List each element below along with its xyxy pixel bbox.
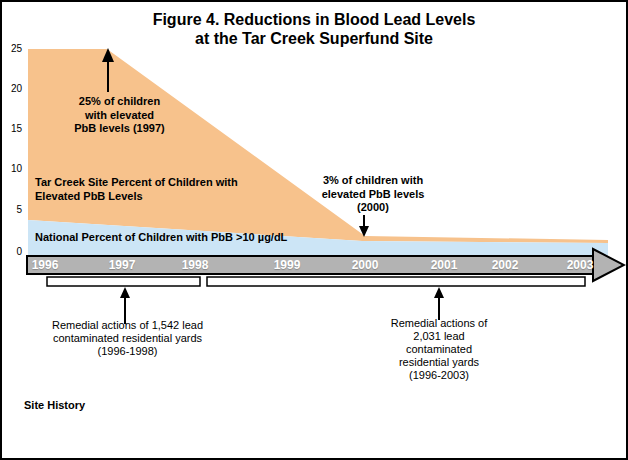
bracket-1996-1998 (47, 277, 200, 286)
annotation-peak-line2: with elevated (57, 109, 182, 123)
site-history-label: Site History (24, 399, 85, 411)
national-series-label: National Percent of Children with PbB >1… (35, 230, 355, 244)
timeline-year-1998: 1998 (167, 258, 223, 273)
timeline-year-2000: 2000 (337, 258, 393, 273)
annotation-remedial-2-line4: residential yards (379, 356, 499, 369)
annotation-remedial-1-line2: contaminated residential yards (30, 332, 225, 345)
annotation-peak-line1: 25% of children (57, 95, 182, 109)
annotation-peak: 25% of children with elevated PbB levels… (57, 95, 182, 136)
timeline-year-1996: 1996 (17, 258, 73, 273)
timeline-year-1999: 1999 (259, 258, 315, 273)
annotation-remedial-2: Remedial actions of 2,031 lead contamina… (379, 317, 499, 382)
figure-canvas: Figure 4. Reductions in Blood Lead Level… (0, 0, 628, 460)
national-series-label-line1: National Percent of Children with PbB >1… (35, 230, 355, 244)
timeline-year-2001: 2001 (416, 258, 472, 273)
annotation-remedial-2-line5: (1996-2003) (379, 369, 499, 382)
annotation-remedial-1-line1: Remedial actions of 1,542 lead (30, 319, 225, 332)
timeline-year-1997: 1997 (94, 258, 150, 273)
remedial1-arrow-head (120, 287, 130, 298)
y-tick-20: 20 (2, 84, 22, 94)
y-tick-5: 5 (2, 205, 22, 215)
site-series-label: Tar Creek Site Percent of Children with … (35, 175, 295, 203)
site-series-label-line1: Tar Creek Site Percent of Children with (35, 175, 295, 189)
timeline-year-2002: 2002 (477, 258, 533, 273)
bracket-1998-2003 (207, 277, 585, 286)
y-tick-15: 15 (2, 124, 22, 134)
annotation-low-line2: elevated PbB levels (308, 188, 438, 202)
annotation-low-line3: (2000) (308, 201, 438, 215)
annotation-low-line1: 3% of children with (308, 174, 438, 188)
site-series-label-line2: Elevated PbB Levels (35, 189, 295, 203)
y-tick-10: 10 (2, 164, 22, 174)
annotation-remedial-1-line3: (1996-1998) (30, 345, 225, 358)
y-tick-0: 0 (2, 247, 22, 257)
remedial2-arrow-head (434, 287, 444, 298)
annotation-low: 3% of children with elevated PbB levels … (308, 174, 438, 215)
annotation-remedial-2-line1: Remedial actions of (379, 317, 499, 330)
annotation-remedial-1: Remedial actions of 1,542 lead contamina… (30, 319, 225, 358)
annotation-peak-line3: PbB levels (1997) (57, 122, 182, 136)
timeline-year-2003: 2003 (552, 258, 608, 273)
annotation-remedial-2-line2: 2,031 lead (379, 330, 499, 343)
annotation-remedial-2-line3: contaminated (379, 343, 499, 356)
y-tick-25: 25 (2, 44, 22, 54)
